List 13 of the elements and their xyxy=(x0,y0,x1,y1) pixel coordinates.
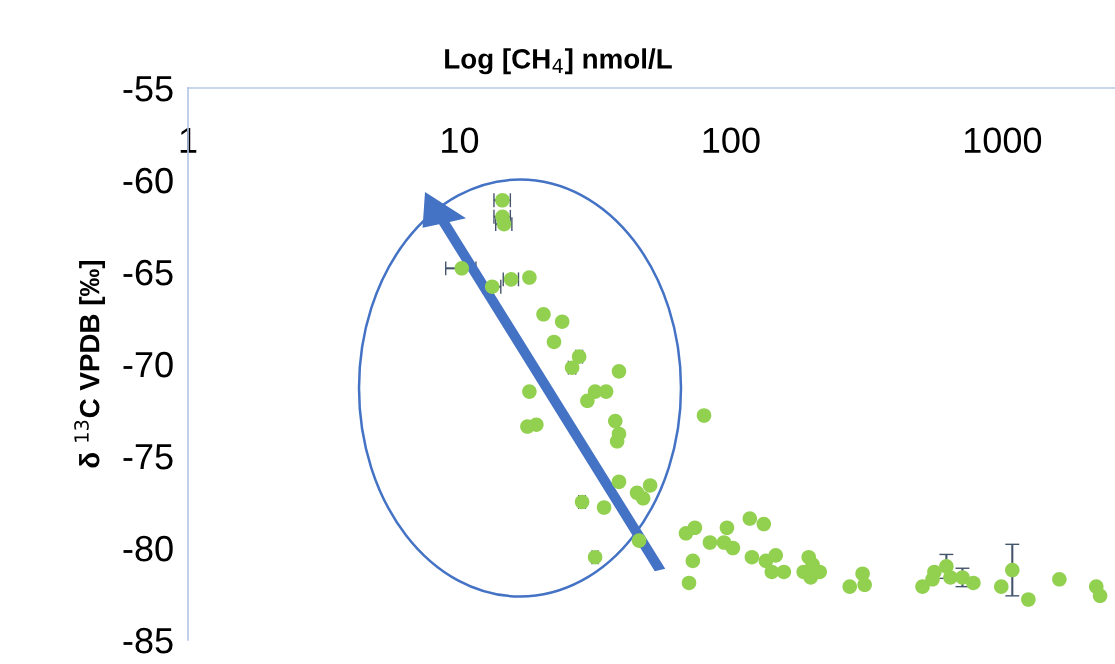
x-axis-title: Log [CH$_{4}$] nmol/L xyxy=(445,48,672,75)
y-tick-label: -70 xyxy=(123,351,173,378)
y-axis-title: δ $^{13}$C VPDB [‰] xyxy=(74,261,105,468)
y-tick-label: -75 xyxy=(123,444,173,470)
x-tick-label: 10 xyxy=(442,127,479,154)
y-tick-label: -85 xyxy=(123,627,173,654)
y-tick-label: -60 xyxy=(123,167,173,194)
x-tick-label: 100 xyxy=(703,127,760,154)
y-tick-label: -55 xyxy=(123,76,173,102)
y-tick-label: -65 xyxy=(123,259,173,286)
x-tick-label: 1 xyxy=(180,127,197,153)
x-tick-label: 1000 xyxy=(964,127,1042,154)
y-tick-label: -80 xyxy=(123,535,173,562)
